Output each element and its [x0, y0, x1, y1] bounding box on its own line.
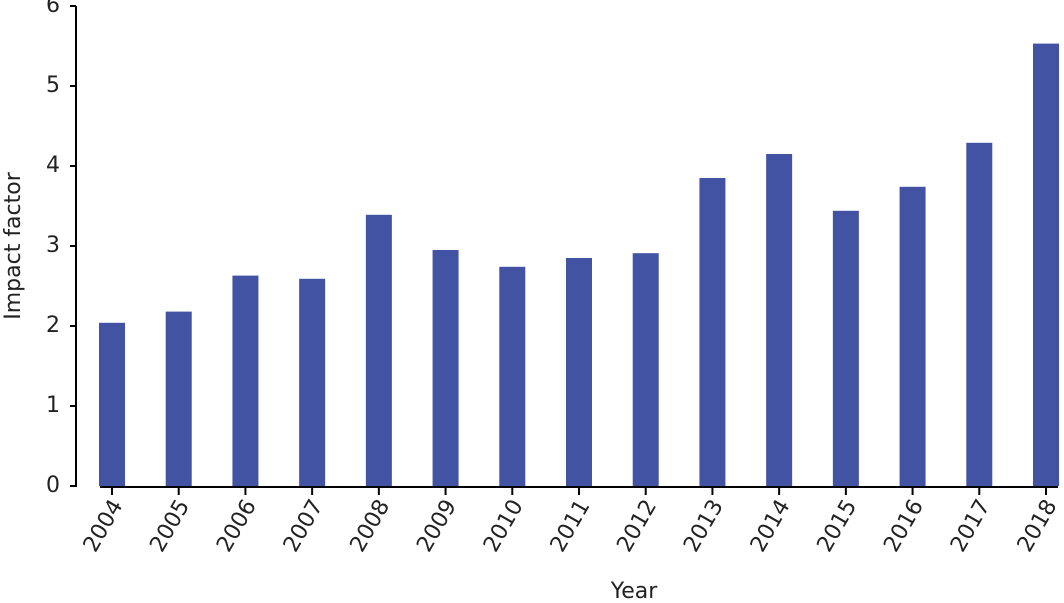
x-tick-label: 2010	[479, 496, 529, 557]
x-tick-label: 2018	[1013, 496, 1063, 557]
y-axis-title: Impact factor	[1, 171, 26, 319]
x-tick-label: 2006	[212, 496, 262, 557]
bar	[766, 154, 793, 486]
x-tick-label: 2009	[412, 496, 462, 557]
y-tick-label: 4	[46, 153, 60, 178]
x-tick-label: 2016	[879, 496, 929, 557]
bar	[699, 178, 726, 486]
bar	[966, 142, 993, 487]
bar	[499, 266, 526, 486]
x-tick-label: 2005	[145, 496, 195, 557]
y-tick-label: 0	[46, 473, 60, 498]
y-tick-label: 6	[46, 0, 60, 18]
x-tick-label: 2004	[79, 496, 129, 557]
y-tick-label: 1	[46, 393, 60, 418]
bar	[1033, 43, 1059, 486]
x-tick-label: 2013	[679, 496, 729, 557]
y-tick-label: 5	[46, 73, 60, 98]
x-tick-label: 2008	[346, 496, 396, 557]
x-tick-label: 2012	[612, 496, 662, 557]
x-tick-label: 2014	[746, 496, 796, 557]
x-tick-label: 2015	[813, 496, 863, 557]
bar	[165, 311, 192, 486]
bar	[832, 210, 859, 487]
x-axis-title: Year	[610, 579, 659, 603]
bar	[299, 278, 326, 486]
y-tick-label: 2	[46, 313, 60, 338]
bar	[99, 322, 125, 486]
bar	[899, 186, 926, 487]
bar	[232, 275, 259, 486]
bar	[432, 250, 459, 486]
x-tick-label: 2017	[946, 496, 996, 557]
bar	[365, 214, 392, 487]
y-tick-label: 3	[46, 233, 60, 258]
x-tick-label: 2007	[279, 496, 329, 557]
x-tick-label: 2011	[546, 496, 596, 557]
bar	[566, 258, 592, 486]
bar	[632, 253, 659, 486]
